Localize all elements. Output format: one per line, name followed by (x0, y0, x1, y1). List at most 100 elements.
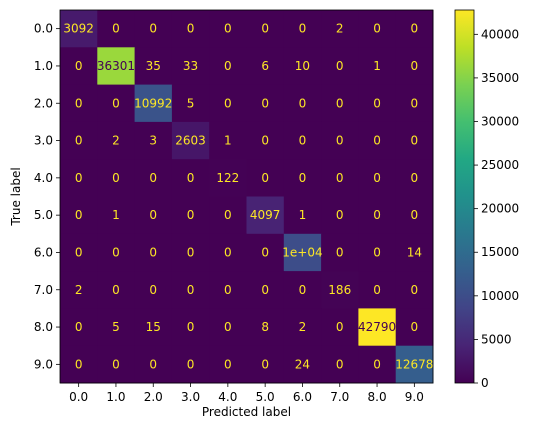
cell-value-label: 3 (149, 134, 157, 148)
cell-value-label: 0 (336, 134, 344, 148)
cell-value-label: 0 (411, 134, 419, 148)
heatmap-cell (60, 121, 98, 160)
heatmap-cell (321, 47, 359, 86)
cell-value-label: 0 (411, 320, 419, 334)
heatmap-cell (60, 47, 98, 86)
heatmap-cell (283, 159, 322, 197)
cell-value-label: 0 (187, 320, 195, 334)
heatmap-cell (395, 196, 434, 235)
x-tick-label: 1.0 (106, 390, 125, 404)
heatmap-cell (395, 159, 434, 197)
cell-value-label: 2 (75, 283, 83, 297)
cell-value-label: 4097 (250, 208, 281, 222)
heatmap-cell (358, 10, 397, 48)
heatmap-cell (209, 345, 247, 384)
heatmap-cell (60, 233, 98, 272)
heatmap-cells (60, 10, 434, 384)
cell-value-label: 0 (224, 283, 232, 297)
y-tick-label: 3.0 (34, 134, 53, 148)
heatmap-cell (171, 196, 210, 235)
y-tick-label: 5.0 (34, 208, 53, 222)
heatmap-cell (395, 345, 434, 384)
heatmap-cell (283, 233, 322, 272)
heatmap-cell (97, 10, 136, 48)
cell-value-label: 0 (75, 134, 83, 148)
heatmap-cell (321, 121, 359, 160)
heatmap-cell (395, 308, 434, 347)
x-tick-label: 7.0 (330, 390, 349, 404)
heatmap-cell (60, 10, 98, 48)
colorbar-tick-label: 40000 (481, 27, 519, 41)
heatmap-cell (321, 233, 359, 272)
cell-value-label: 6 (261, 59, 269, 73)
heatmap-cell (134, 84, 173, 123)
heatmap-cell (321, 159, 359, 197)
cell-value-label: 0 (112, 245, 120, 259)
y-tick-label: 6.0 (34, 245, 53, 259)
heatmap-cell (246, 47, 285, 86)
heatmap-cell (209, 196, 247, 235)
heatmap-cell (283, 271, 322, 309)
heatmap-cell (134, 196, 173, 235)
cell-value-label: 0 (261, 96, 269, 110)
heatmap-cell (97, 159, 136, 197)
cell-value-label: 0 (224, 22, 232, 36)
cell-value-label: 0 (187, 357, 195, 371)
colorbar-ticks: 0 5000 10000 15000 20000 25000 30000 35000 40000 (474, 27, 519, 390)
heatmap-cell (209, 84, 247, 123)
cell-value-label: 0 (411, 171, 419, 185)
cell-value-label: 0 (75, 320, 83, 334)
heatmap-cell (395, 271, 434, 309)
heatmap-cell (358, 308, 397, 347)
cell-value-label: 0 (112, 357, 120, 371)
cell-value-label: 0 (75, 245, 83, 259)
cell-value-label: 0 (149, 171, 157, 185)
heatmap-cell (246, 196, 285, 235)
cell-value-label: 0 (224, 59, 232, 73)
heatmap-cell (134, 121, 173, 160)
cell-value-label: 122 (216, 171, 239, 185)
cell-value-label: 0 (373, 22, 381, 36)
x-tick-label: 2.0 (144, 390, 163, 404)
colorbar-tick-label: 10000 (481, 289, 519, 303)
cell-value-label: 0 (261, 283, 269, 297)
colorbar-tick-label: 25000 (481, 158, 519, 172)
heatmap-cell (358, 159, 397, 197)
cell-value-label: 0 (373, 134, 381, 148)
heatmap-cell (171, 308, 210, 347)
colorbar-tick-label: 30000 (481, 114, 519, 128)
heatmap-cell (246, 233, 285, 272)
cell-value-label: 0 (373, 171, 381, 185)
cell-value-label: 0 (187, 245, 195, 259)
y-tick-label: 8.0 (34, 320, 53, 334)
heatmap-cell (134, 308, 173, 347)
heatmap-cell (97, 271, 136, 309)
heatmap-cell (209, 308, 247, 347)
heatmap-cell (134, 10, 173, 48)
x-tick-label: 0.0 (69, 390, 88, 404)
heatmap-cell (395, 10, 434, 48)
x-axis-label: Predicted label (202, 405, 291, 419)
cell-value-label: 0 (75, 171, 83, 185)
cell-value-label: 0 (261, 357, 269, 371)
cell-value-label: 35 (146, 59, 161, 73)
heatmap-cell (134, 159, 173, 197)
cell-value-label: 10 (295, 59, 310, 73)
y-tick-label: 7.0 (34, 283, 53, 297)
heatmap-cell (358, 233, 397, 272)
heatmap-cell (209, 47, 247, 86)
heatmap-cell (321, 345, 359, 384)
heatmap-cell (97, 345, 136, 384)
heatmap-cell (60, 271, 98, 309)
heatmap-cell (134, 345, 173, 384)
plot-frame (59, 9, 434, 384)
heatmap-cell (321, 271, 359, 309)
cell-value-label: 2 (112, 134, 120, 148)
cell-value-label: 24 (295, 357, 310, 371)
cell-value-label: 0 (336, 59, 344, 73)
cell-value-label: 12678 (395, 357, 433, 371)
heatmap-cell (358, 47, 397, 86)
cell-value-label: 0 (373, 245, 381, 259)
heatmap-cell (60, 159, 98, 197)
heatmap-cell (171, 345, 210, 384)
